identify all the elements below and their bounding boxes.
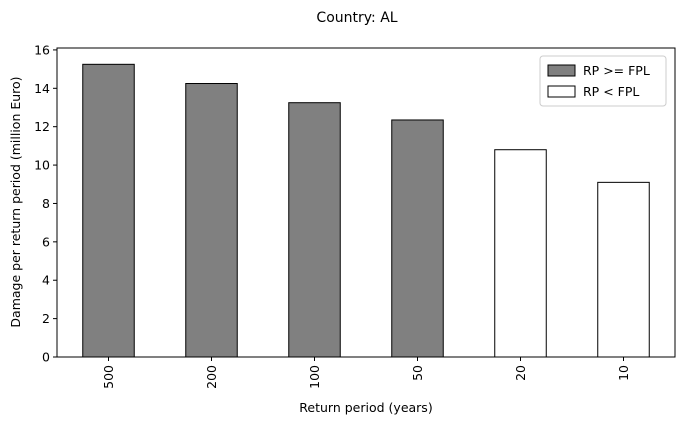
y-axis-label: Damage per return period (million Euro) [8, 76, 23, 327]
x-tick-label: 500 [101, 365, 116, 389]
legend-swatch [547, 85, 576, 98]
x-tick-label: 50 [410, 365, 425, 381]
chart-title: Country: AL [316, 10, 397, 26]
bar [82, 63, 135, 358]
bar [494, 149, 547, 358]
legend-label: RP < FPL [583, 84, 639, 99]
bar [288, 102, 341, 358]
legend: RP >= FPL RP < FPL [539, 55, 667, 107]
x-tick-label: 200 [204, 365, 219, 389]
x-axis-label: Return period (years) [299, 400, 432, 415]
y-tick-label: 8 [42, 196, 50, 211]
y-tick-label: 0 [42, 350, 50, 365]
y-tick-label: 12 [34, 119, 50, 134]
y-tick-label: 4 [42, 273, 50, 288]
y-tick-label: 2 [42, 311, 50, 326]
x-tick-label: 100 [307, 365, 322, 389]
bar [391, 119, 444, 358]
legend-swatch [547, 64, 576, 77]
y-tick-label: 10 [34, 158, 50, 173]
legend-label: RP >= FPL [583, 63, 650, 78]
y-tick-label: 16 [34, 42, 50, 57]
x-axis-ticks: 500 200 100 50 20 10 [101, 357, 631, 389]
plot-frame [56, 47, 676, 358]
bar [597, 181, 650, 358]
y-tick-label: 6 [42, 234, 50, 249]
y-axis-ticks: 0 2 4 6 8 10 12 14 16 [34, 42, 57, 365]
bar [185, 83, 238, 358]
x-tick-label: 10 [616, 365, 631, 381]
y-tick-label: 14 [34, 81, 50, 96]
bar-series [82, 63, 650, 358]
x-tick-label: 20 [513, 365, 528, 381]
